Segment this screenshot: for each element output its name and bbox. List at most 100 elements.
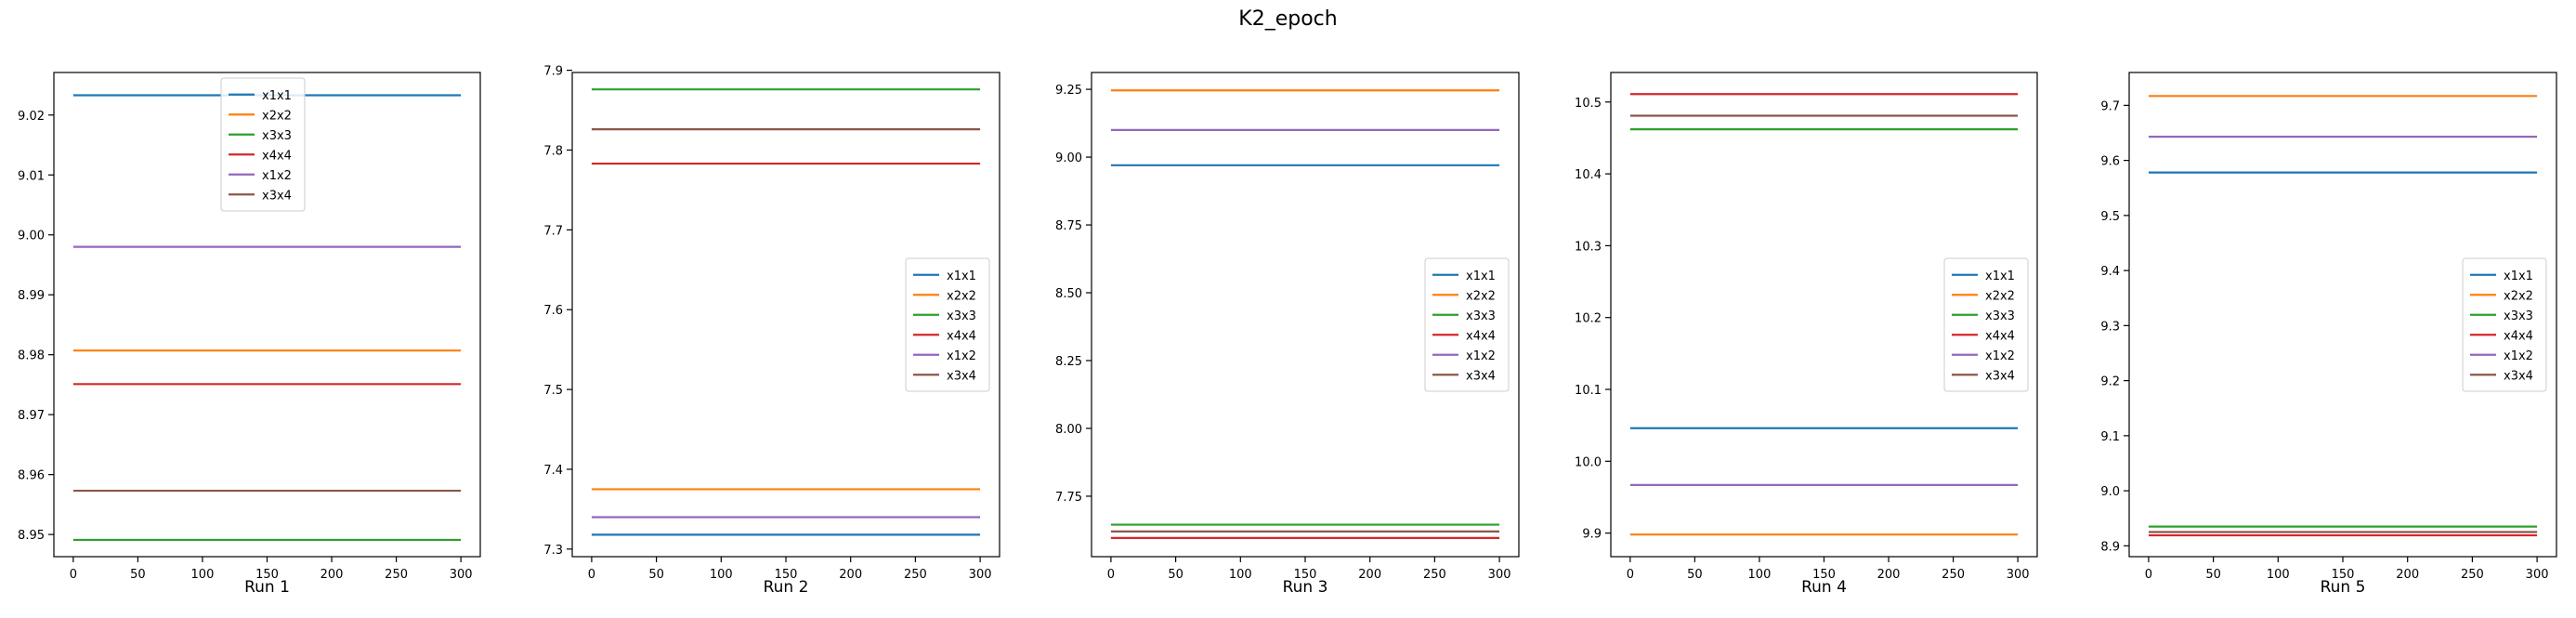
x-tick-label: 100 [2267, 568, 2290, 582]
legend: x1x1 x2x2 x3x3 x4x4 x1x2 x3x4 [1424, 257, 1510, 392]
y-tick-label: 10.0 [1575, 455, 1602, 469]
x-tick-label: 200 [1358, 568, 1381, 582]
legend-label-x3x3: x3x3 [947, 309, 976, 323]
legend-label-x2x2: x2x2 [2504, 289, 2533, 303]
y-tick-label: 8.00 [1055, 423, 1082, 437]
legend-label-x3x4: x3x4 [947, 369, 976, 383]
subplot-run-1: 0 50 100 150 200 250 300 8.95 8.96 8.97 8.98 8.99 9.… [18, 72, 481, 597]
y-tick-label: 10.2 [1575, 312, 1602, 326]
x-tick-label: 50 [648, 568, 664, 582]
legend: x1x1 x2x2 x3x3 x4x4 x1x2 x3x4 [905, 257, 990, 392]
y-tick-label: 8.25 [1055, 355, 1082, 369]
y-tick-label: 7.7 [543, 224, 563, 238]
y-tick-label: 9.25 [1055, 84, 1082, 98]
x-tick-label: 250 [2461, 568, 2484, 582]
y-tick-label: 9.9 [1582, 528, 1602, 542]
x-axis-label: Run 2 [764, 578, 809, 597]
legend-label-x4x4: x4x4 [947, 329, 976, 343]
x-tick-label: 150 [2332, 568, 2355, 582]
x-tick-label: 50 [130, 568, 146, 582]
y-tick-label: 8.50 [1055, 287, 1082, 301]
y-tick-label: 8.9 [2100, 540, 2120, 554]
legend-label-x2x2: x2x2 [947, 289, 976, 303]
y-tick-label: 7.6 [543, 304, 563, 318]
legend-label-x1x1: x1x1 [1466, 270, 1496, 283]
x-tick-label: 200 [2396, 568, 2419, 582]
y-tick-label: 8.99 [18, 289, 45, 303]
x-tick-label: 100 [191, 568, 215, 582]
legend-label-x1x1: x1x1 [1985, 270, 2015, 283]
x-tick-label: 150 [1812, 568, 1836, 582]
x-tick-label: 250 [385, 568, 408, 582]
y-tick-label: 9.3 [2100, 320, 2120, 334]
y-tick-label: 9.02 [18, 110, 45, 124]
x-tick-label: 250 [1942, 568, 1965, 582]
subplot-run-4: 0 50 100 150 200 250 300 9.9 10.0 10.1 10.2 10.3 10.… [1575, 72, 2038, 597]
x-tick-label: 200 [839, 568, 862, 582]
legend-box [1424, 257, 1510, 392]
legend-box [220, 77, 306, 212]
legend: x1x1 x2x2 x3x3 x4x4 x1x2 x3x4 [2462, 257, 2547, 392]
y-tick-label: 9.00 [18, 230, 45, 243]
x-tick-label: 50 [1687, 568, 1703, 582]
y-tick-label: 7.8 [543, 144, 563, 158]
legend-box [1943, 257, 2029, 392]
legend-label-x1x2: x1x2 [2504, 349, 2533, 363]
x-tick-label: 100 [1748, 568, 1772, 582]
y-tick-label: 8.75 [1055, 219, 1082, 233]
y-tick-label: 10.4 [1575, 168, 1602, 182]
y-tick-label: 8.98 [18, 349, 45, 363]
subplot-run-2: 0 50 100 150 200 250 300 7.3 7.4 7.5 7.6 7.7 7.8 7.9 R… [543, 65, 1000, 597]
y-tick-label: 9.6 [2100, 155, 2120, 169]
y-tick-label: 7.4 [543, 464, 563, 478]
y-tick-label: 8.97 [18, 409, 45, 423]
legend-label-x3x4: x3x4 [1466, 369, 1496, 383]
legend-label-x3x3: x3x3 [1985, 309, 2015, 323]
x-tick-label: 0 [70, 568, 77, 582]
legend-label-x4x4: x4x4 [1466, 329, 1496, 343]
x-tick-label: 0 [1107, 568, 1115, 582]
y-tick-label: 9.0 [2100, 485, 2120, 499]
x-tick-label: 300 [2007, 568, 2030, 582]
legend: x1x1 x2x2 x3x3 x4x4 x1x2 x3x4 [220, 77, 306, 212]
legend-label-x3x3: x3x3 [2504, 309, 2533, 323]
figure-title: K2_epoch [1238, 7, 1337, 31]
legend-label-x3x4: x3x4 [262, 189, 292, 203]
x-tick-label: 0 [1627, 568, 1634, 582]
legend-label-x1x2: x1x2 [947, 349, 976, 363]
legend-label-x1x2: x1x2 [262, 169, 292, 183]
y-tick-label: 7.3 [543, 544, 563, 558]
legend: x1x1 x2x2 x3x3 x4x4 x1x2 x3x4 [1943, 257, 2029, 392]
y-tick-label: 9.7 [2100, 99, 2120, 113]
x-tick-label: 200 [320, 568, 344, 582]
legend-label-x2x2: x2x2 [262, 109, 292, 123]
legend-label-x2x2: x2x2 [1466, 289, 1496, 303]
legend-label-x1x1: x1x1 [947, 270, 976, 283]
x-tick-label: 300 [450, 568, 473, 582]
x-tick-label: 250 [1423, 568, 1446, 582]
legend-label-x2x2: x2x2 [1985, 289, 2015, 303]
y-tick-label: 7.5 [543, 384, 563, 398]
x-axis-label: Run 3 [1283, 578, 1328, 597]
y-tick-label: 10.5 [1575, 97, 1602, 111]
x-tick-label: 50 [2205, 568, 2221, 582]
y-tick-label: 9.2 [2100, 375, 2120, 389]
x-tick-label: 150 [255, 568, 279, 582]
x-tick-label: 250 [904, 568, 927, 582]
legend-label-x4x4: x4x4 [262, 149, 292, 163]
x-axis-label: Run 1 [244, 578, 290, 597]
legend-label-x3x4: x3x4 [2504, 369, 2533, 383]
y-tick-label: 9.4 [2100, 265, 2120, 279]
legend-label-x3x3: x3x3 [262, 129, 292, 143]
y-tick-label: 8.95 [18, 529, 45, 543]
x-tick-label: 300 [969, 568, 992, 582]
y-tick-label: 8.96 [18, 469, 45, 483]
x-tick-label: 150 [1294, 568, 1317, 582]
legend-label-x1x2: x1x2 [1466, 349, 1496, 363]
legend-label-x4x4: x4x4 [1985, 329, 2015, 343]
x-tick-label: 200 [1877, 568, 1901, 582]
y-tick-label: 10.1 [1575, 384, 1602, 398]
x-tick-label: 0 [2145, 568, 2152, 582]
y-tick-label: 9.5 [2100, 210, 2120, 224]
